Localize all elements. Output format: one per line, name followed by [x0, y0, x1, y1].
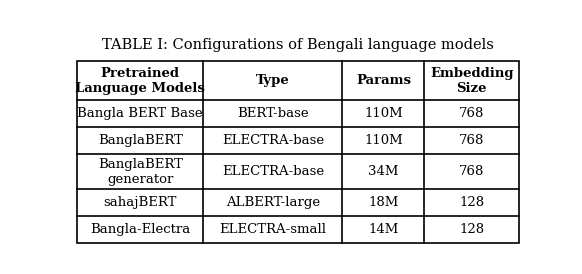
Text: 34M: 34M [368, 165, 399, 178]
Text: Bangla-Electra: Bangla-Electra [90, 223, 190, 236]
Text: BanglaBERT: BanglaBERT [98, 134, 183, 147]
Text: 768: 768 [459, 107, 484, 120]
Text: 110M: 110M [364, 134, 403, 147]
Text: 18M: 18M [368, 196, 399, 209]
Text: 768: 768 [459, 134, 484, 147]
Text: Embedding
Size: Embedding Size [430, 67, 513, 95]
Text: BERT-base: BERT-base [237, 107, 308, 120]
Text: sahajBERT: sahajBERT [104, 196, 177, 209]
Text: Bangla BERT Base: Bangla BERT Base [77, 107, 203, 120]
Text: 128: 128 [459, 196, 484, 209]
Text: TABLE I: Configurations of Bengali language models: TABLE I: Configurations of Bengali langu… [102, 38, 494, 52]
Text: ELECTRA-base: ELECTRA-base [222, 165, 324, 178]
Text: Type: Type [256, 74, 290, 87]
Text: 110M: 110M [364, 107, 403, 120]
Text: ALBERT-large: ALBERT-large [226, 196, 320, 209]
Text: ELECTRA-base: ELECTRA-base [222, 134, 324, 147]
Text: 768: 768 [459, 165, 484, 178]
Text: 14M: 14M [368, 223, 399, 236]
Text: 128: 128 [459, 223, 484, 236]
Text: ELECTRA-small: ELECTRA-small [219, 223, 327, 236]
Text: Pretrained
Language Models: Pretrained Language Models [75, 67, 205, 95]
Text: BanglaBERT
generator: BanglaBERT generator [98, 158, 183, 185]
Text: Params: Params [356, 74, 411, 87]
